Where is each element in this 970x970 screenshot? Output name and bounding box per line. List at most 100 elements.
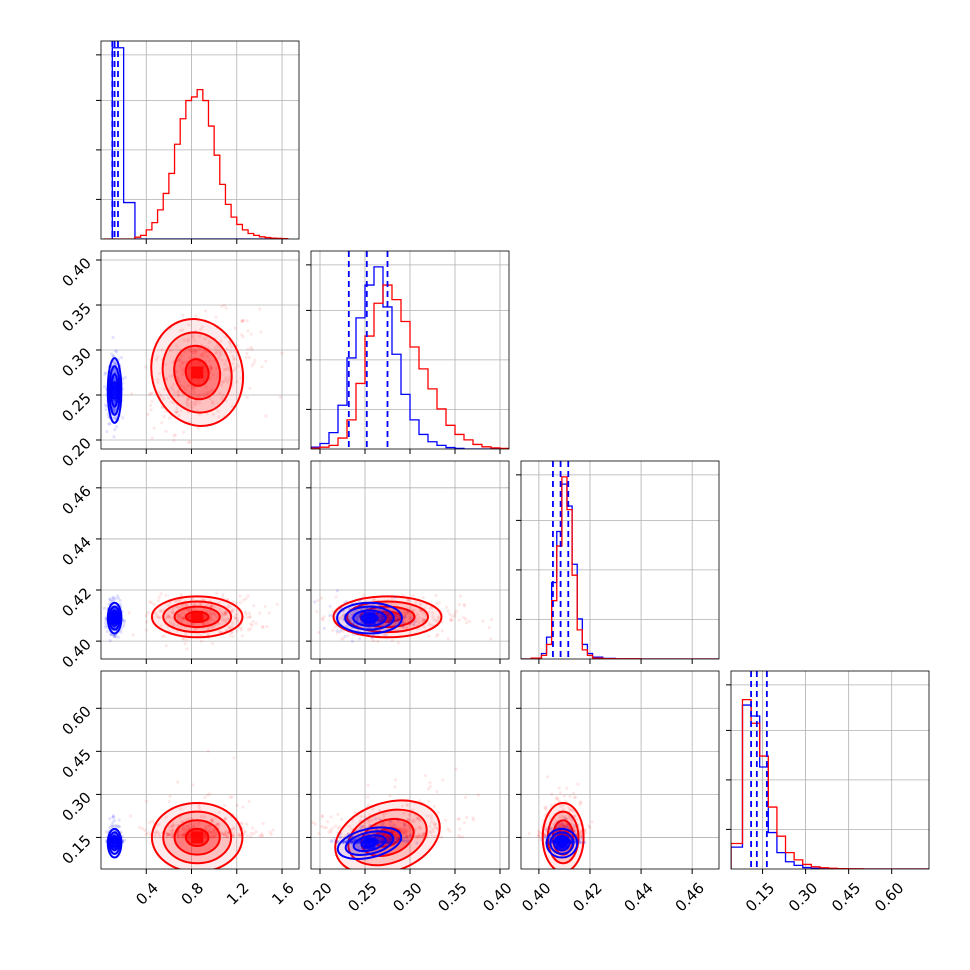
scatter-point bbox=[250, 623, 254, 627]
contour-line bbox=[332, 595, 443, 639]
scatter-content bbox=[104, 749, 275, 869]
scatter-point bbox=[539, 838, 543, 842]
scatter-point bbox=[248, 615, 252, 619]
scatter-point bbox=[561, 823, 565, 828]
scatter-point bbox=[172, 401, 176, 405]
scatter-point bbox=[165, 834, 169, 838]
scatter-point bbox=[417, 620, 421, 624]
scatter-point bbox=[175, 832, 179, 836]
contour-line bbox=[344, 830, 395, 857]
scatter-point bbox=[172, 828, 176, 832]
scatter-point bbox=[152, 834, 156, 838]
scatter-point bbox=[320, 814, 325, 818]
scatter-point bbox=[348, 616, 352, 620]
scatter-point bbox=[157, 595, 161, 599]
scatter-point bbox=[355, 619, 360, 623]
scatter-point bbox=[572, 795, 577, 799]
scatter-point bbox=[235, 380, 239, 384]
scatter-point bbox=[123, 619, 127, 623]
scatter-point bbox=[228, 626, 232, 631]
scatter-point bbox=[214, 366, 218, 370]
scatter-point bbox=[176, 833, 181, 837]
scatter-point bbox=[432, 617, 436, 621]
scatter-point bbox=[396, 837, 401, 841]
scatter-point bbox=[566, 817, 570, 821]
scatter-point bbox=[164, 377, 168, 381]
scatter-point bbox=[403, 615, 407, 620]
scatter-point bbox=[380, 839, 384, 844]
scatter-point bbox=[558, 823, 562, 827]
scatter-point bbox=[387, 840, 391, 845]
y-tick-label: 0.35 bbox=[58, 299, 94, 335]
scatter-point bbox=[186, 339, 190, 343]
scatter-point bbox=[212, 827, 216, 831]
scatter-point bbox=[220, 396, 224, 400]
scatter-point bbox=[209, 365, 213, 369]
scatter-point bbox=[205, 354, 209, 359]
scatter-point bbox=[218, 353, 223, 357]
scatter-point bbox=[396, 619, 401, 623]
scatter-point bbox=[232, 826, 236, 830]
scatter-point bbox=[343, 601, 347, 605]
scatter-point bbox=[236, 834, 241, 838]
scatter-point bbox=[171, 373, 175, 378]
scatter-point bbox=[191, 385, 195, 389]
scatter-point bbox=[210, 817, 214, 822]
scatter-point bbox=[406, 834, 410, 838]
scatter-point bbox=[113, 399, 117, 403]
scatter-point bbox=[180, 835, 184, 839]
scatter-point bbox=[414, 600, 418, 605]
scatter-point bbox=[178, 830, 182, 834]
scatter-point bbox=[578, 841, 582, 845]
scatter-point bbox=[181, 636, 185, 640]
scatter-point bbox=[333, 837, 337, 841]
scatter-point bbox=[429, 817, 434, 821]
scatter-point bbox=[168, 833, 172, 837]
scatter-point bbox=[583, 840, 587, 845]
scatter-point bbox=[579, 831, 583, 835]
scatter-point bbox=[185, 637, 189, 642]
scatter-point bbox=[184, 827, 188, 831]
scatter-point bbox=[329, 828, 333, 832]
scatter-point bbox=[181, 827, 185, 831]
scatter-point bbox=[558, 815, 562, 819]
scatter-point bbox=[265, 624, 269, 629]
scatter-point bbox=[207, 829, 211, 833]
scatter-point bbox=[156, 355, 160, 359]
scatter-point bbox=[181, 610, 185, 614]
y-tick-label: 0.44 bbox=[58, 533, 94, 569]
scatter-point bbox=[393, 778, 398, 782]
scatter-point bbox=[221, 618, 225, 622]
scatter-point bbox=[104, 408, 108, 412]
scatter-point bbox=[403, 614, 407, 618]
scatter-point bbox=[416, 816, 420, 821]
scatter-point bbox=[150, 436, 154, 440]
scatter-point bbox=[236, 832, 240, 836]
scatter-panel-2-1 bbox=[310, 460, 510, 660]
contour-line bbox=[173, 819, 221, 856]
scatter-point bbox=[428, 831, 432, 835]
scatter-point bbox=[111, 814, 116, 818]
scatter-point bbox=[182, 637, 186, 642]
scatter-point bbox=[192, 388, 196, 393]
scatter-point bbox=[193, 622, 197, 626]
scatter-point bbox=[426, 787, 430, 791]
contour-line bbox=[173, 344, 222, 401]
scatter-point bbox=[168, 620, 173, 624]
scatter-point bbox=[458, 827, 462, 831]
scatter-point bbox=[209, 612, 213, 616]
scatter-point bbox=[197, 401, 202, 405]
scatter-point bbox=[401, 832, 405, 837]
histogram-panel-1 bbox=[310, 250, 510, 450]
scatter-point bbox=[196, 821, 200, 825]
scatter-point bbox=[386, 616, 390, 620]
scatter-point bbox=[413, 619, 417, 623]
scatter-point bbox=[382, 610, 386, 614]
scatter-point bbox=[228, 343, 232, 347]
scatter-point bbox=[182, 835, 186, 839]
scatter-point bbox=[403, 613, 407, 617]
scatter-point bbox=[549, 827, 553, 831]
scatter-point bbox=[103, 385, 107, 389]
scatter-point bbox=[217, 356, 221, 360]
scatter-point bbox=[405, 803, 409, 807]
